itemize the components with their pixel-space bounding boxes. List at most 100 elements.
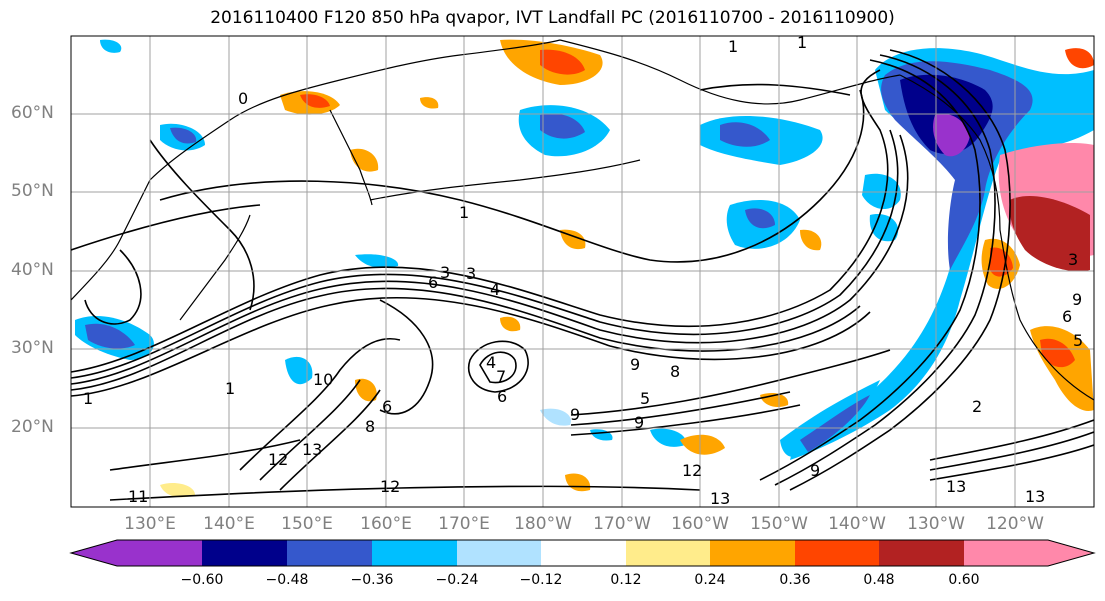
contour-label: 3 [440, 263, 450, 282]
anomaly-subtrop-dark [800, 395, 870, 452]
contour-coast-asia [149, 139, 255, 311]
lat-label: 50°N [11, 181, 54, 201]
contour-label: 9 [634, 413, 644, 432]
lon-label: 120°W [986, 514, 1044, 534]
contour-north-2 [71, 204, 261, 251]
lon-label: 130°E [124, 514, 176, 534]
contour-ak-1 [759, 59, 981, 481]
colorbar-segment [457, 540, 541, 566]
anomaly-tiny-1 [100, 39, 122, 53]
contour-label: 8 [670, 362, 680, 381]
anomaly-okhotsk [350, 148, 379, 172]
contour-label: 12 [380, 477, 400, 496]
contour-label: 12 [682, 461, 702, 480]
contour-south-1 [239, 338, 401, 471]
colorbar-tick-label: −0.12 [519, 572, 563, 588]
colorbar-tick-label: 0.12 [610, 572, 642, 588]
colorbar-segment [287, 540, 372, 566]
contour-label: 6 [428, 273, 438, 292]
lat-label: 40°N [11, 260, 54, 280]
lon-label: 140°E [203, 514, 255, 534]
anomaly-japan-dark [85, 323, 135, 349]
anomaly-west-pac [285, 356, 313, 385]
coast-japan [179, 214, 251, 321]
contour-label: 5 [1073, 331, 1083, 350]
lat-label: 20°N [11, 417, 54, 437]
coast-north-america [899, 74, 1094, 401]
contour-subtrop-3 [570, 404, 801, 436]
colorbar-extend-high [1048, 540, 1094, 566]
colorbar-segment [117, 540, 202, 566]
contour-label: 2 [972, 397, 982, 416]
colorbar-tick-label: −0.60 [180, 572, 224, 588]
contour-lower [109, 485, 701, 501]
contour-mid-loop [379, 299, 434, 415]
contour-jet-5 [71, 296, 871, 397]
anomaly-subtrop-orange-5 [500, 316, 521, 332]
contour-jet-3 [71, 134, 909, 385]
coastlines [71, 39, 1094, 401]
colorbar-segment [626, 540, 710, 566]
contour-label: 9 [810, 461, 820, 480]
contour-east-2 [929, 431, 1094, 471]
contour-label: 9 [1072, 290, 1082, 309]
anomaly-bering-dark [540, 113, 585, 139]
colorbar-segment [879, 540, 964, 566]
contour-label: 13 [1025, 487, 1045, 506]
contour-north-1 [159, 89, 865, 263]
contour-jet-2 [71, 129, 899, 379]
lon-label: 140°W [828, 514, 886, 534]
contour-subtrop-1 [570, 349, 891, 416]
colorbar-tick-label: 0.24 [694, 572, 726, 588]
contour-east-1 [929, 419, 1094, 461]
anomaly-alaska-purple [933, 113, 970, 157]
anomaly-mid-jet [355, 254, 399, 268]
contour-west-loop [84, 249, 142, 325]
contour-label: 1 [225, 379, 235, 398]
contour-label: 6 [1062, 307, 1072, 326]
lon-label: 150°W [750, 514, 808, 534]
contour-label: 13 [302, 440, 322, 459]
colorbar-tick-label: 0.60 [948, 572, 980, 588]
colorbar-extend-low [71, 540, 117, 566]
anomaly-west-us-red [1009, 195, 1090, 272]
map-frame [70, 35, 1095, 508]
contour-label: 6 [497, 387, 507, 406]
lon-label: 130°W [907, 514, 965, 534]
colorbar-segment [372, 540, 457, 566]
lon-label: 160°E [360, 514, 412, 534]
colorbar-segment [541, 540, 626, 566]
contour-label: 4 [490, 280, 500, 299]
anomaly-gulf-dark [745, 208, 775, 229]
contour-south-2 [259, 379, 361, 481]
graticule [71, 36, 1094, 507]
contour-lower-2 [109, 439, 301, 471]
contour-label: 1 [83, 389, 93, 408]
anomaly-tiny-2 [1040, 93, 1076, 117]
lon-label: 160°W [671, 514, 729, 534]
contour-label: 9 [630, 355, 640, 374]
anomaly-gulf-orange-2 [800, 229, 822, 251]
anomaly-us-west-red-2 [1065, 48, 1094, 69]
colorbar-tick-label: 0.48 [863, 572, 895, 588]
contour-lines [71, 49, 1094, 501]
coast-asia [71, 39, 561, 301]
coast-alaska [559, 39, 901, 105]
colorbar-tick-label: −0.36 [350, 572, 394, 588]
contour-label: 7 [496, 367, 506, 386]
contour-label: 0 [238, 89, 248, 108]
contour-label: 10 [313, 370, 333, 389]
contour-label: 1 [459, 203, 469, 222]
contour-south-3 [279, 389, 381, 491]
contour-label-group: 1 1 0 1 3 3 4 6 9 8 9 9 5 7 4 6 8 6 12 1… [83, 33, 1083, 508]
contour-label: 8 [365, 417, 375, 436]
colorbar-tick-label: −0.48 [265, 572, 309, 588]
colorbar-segment [964, 540, 1048, 566]
contour-label: 13 [710, 489, 730, 508]
contour-label: 11 [128, 487, 148, 506]
contour-label: 4 [486, 353, 496, 372]
contour-label: 13 [946, 477, 966, 496]
contour-label: 1 [797, 33, 807, 52]
anomaly-west-orange [420, 97, 439, 109]
lon-label: 170°E [438, 514, 490, 534]
